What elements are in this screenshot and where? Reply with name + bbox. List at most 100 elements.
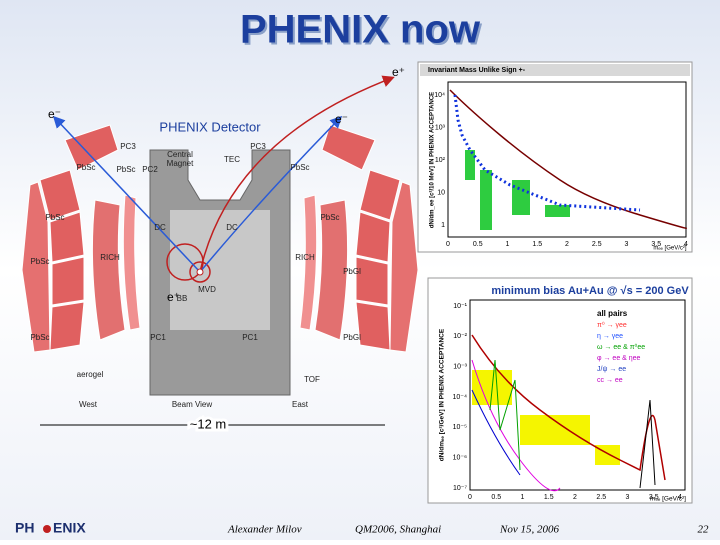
plot-box: [480, 170, 492, 230]
magnet-inner: [170, 210, 270, 330]
legend-entry: ω → ee & π⁰ee: [597, 343, 645, 351]
legend-entry: cc → ee: [597, 377, 623, 384]
y-tick-label: 10³: [435, 124, 446, 131]
x-tick-label: 3: [626, 494, 630, 501]
detector-label: PC3: [250, 142, 266, 151]
x-tick-label: 2.5: [596, 494, 606, 501]
detector-label: West: [79, 400, 98, 409]
calorimeter-sector: [39, 169, 81, 221]
detector-label: RICH: [295, 253, 315, 262]
plot-axes: [447, 81, 687, 238]
plot-box: [512, 180, 530, 215]
detector-label: MVD: [198, 285, 216, 294]
plot-ticks: 0 0.5 1 1.5 2 2.5 3 3.5 4 10⁴ 10³ 10² 10 1: [434, 92, 688, 248]
detector-label: PbSc: [320, 213, 339, 222]
detector-label: PbSc: [45, 213, 64, 222]
annotation: e⁻: [335, 112, 348, 126]
positron-track: [199, 75, 395, 273]
footer-author: Alexander Milov: [227, 524, 302, 536]
detector-label: PbSc: [30, 333, 49, 342]
y-tick-label: 10: [437, 189, 445, 196]
track-loop: [189, 261, 211, 283]
vertex: [196, 268, 204, 276]
x-tick-label: 0.5: [491, 494, 501, 501]
footer-conference: QM2006, Shanghai: [355, 524, 441, 536]
detector-label: East: [292, 400, 309, 409]
x-tick-label: 2: [565, 241, 569, 248]
detector-label: TEC: [224, 155, 240, 164]
logo-mark: [43, 525, 51, 533]
calorimeter-sector: [49, 301, 85, 351]
legend-entry: η → γee: [597, 333, 623, 340]
title-shadow: PHENIX now: [242, 10, 483, 54]
detector-label: RICH: [100, 253, 120, 262]
outer-sector: [21, 181, 51, 353]
y-axis-label: dN/dmₑₑ [c²/GeV] IN PHENIX ACCEPTANCE: [439, 328, 446, 461]
x-tick-label: 3.5: [651, 241, 661, 248]
y-tick-label: 10⁻¹: [453, 303, 467, 310]
detector-drawing: [21, 75, 419, 426]
x-tick-label: 1.5: [544, 494, 554, 501]
detector-label: PbSc: [76, 163, 95, 172]
detector-label: TOF: [304, 375, 320, 384]
plot-points: [453, 94, 641, 212]
plot-frame: [427, 277, 693, 504]
electron-track: [199, 115, 343, 273]
scale-label: ~12 m: [190, 416, 227, 431]
detector-label: PbSc: [116, 165, 135, 174]
x-tick-label: 0: [468, 494, 472, 501]
y-tick-label: 10²: [435, 157, 446, 164]
x-tick-label: 1: [521, 494, 525, 501]
plot-curve: [471, 359, 561, 492]
legend-entry: all pairs: [597, 309, 628, 318]
plot-frame: [417, 61, 693, 253]
x-tick-label: 0: [446, 241, 450, 248]
rich: [91, 199, 126, 341]
x-tick-label: 2: [573, 494, 577, 501]
x-axis-label: mₑₑ [GeV/c²]: [650, 496, 686, 503]
x-tick-label: 1: [506, 241, 510, 248]
y-tick-label: 10⁻³: [453, 364, 467, 371]
detector-label: aerogel: [77, 370, 104, 379]
detector-label: DC: [226, 223, 238, 232]
y-tick-label: 10⁻⁵: [453, 424, 467, 431]
plot-curve: [449, 89, 687, 229]
detector-label: Beam View: [172, 400, 213, 409]
x-tick-label: 4: [678, 494, 682, 501]
detector-label: PC1: [150, 333, 166, 342]
calorimeter-sector: [51, 256, 85, 306]
detector-label: PC1: [242, 333, 258, 342]
detector-label: PbGl: [343, 267, 361, 276]
annotation: e⁺: [167, 290, 180, 304]
y-tick-label: 10⁻²: [453, 333, 467, 340]
plot-title: minimum bias Au+Au @ √s = 200 GeV: [491, 285, 689, 297]
x-tick-label: 1.5: [532, 241, 542, 248]
legend-entry: φ → ee & ηee: [597, 355, 641, 362]
plot-box: [545, 205, 570, 217]
detector-label: BB: [177, 294, 188, 303]
x-tick-label: 3.5: [649, 494, 659, 501]
plot-title: Invariant Mass Unlike Sign +-: [428, 67, 526, 74]
logo: PH: [15, 520, 34, 536]
detector-label: PbSc: [30, 257, 49, 266]
calorimeter-sector: [49, 211, 85, 263]
detector-title: PHENIX Detector: [159, 119, 261, 134]
detector-label: PC3: [120, 142, 136, 151]
legend: all pairs π⁰ → γee η → γee ω → ee & π⁰ee φ →…: [597, 309, 645, 384]
plot-curve: [639, 399, 656, 489]
y-axis-label: dN/dm_ee [c²/10 MeV] IN PHENIX ACCEPTANC…: [429, 92, 436, 228]
detector-label: Magnet: [167, 159, 194, 168]
plot-curve: [471, 389, 521, 476]
detector-label: Central: [167, 150, 193, 159]
electron-track: [52, 115, 201, 273]
x-axis-label: mₑₑ [GeV/c²]: [653, 246, 686, 252]
footer-page: 22: [698, 524, 710, 536]
y-tick-label: 10⁴: [434, 92, 445, 99]
legend-entry: π⁰ → γee: [597, 321, 627, 329]
calorimeter-sector: [64, 124, 119, 171]
slide-title: PHENIX now: [240, 8, 481, 52]
logo: ENIX: [53, 520, 86, 536]
